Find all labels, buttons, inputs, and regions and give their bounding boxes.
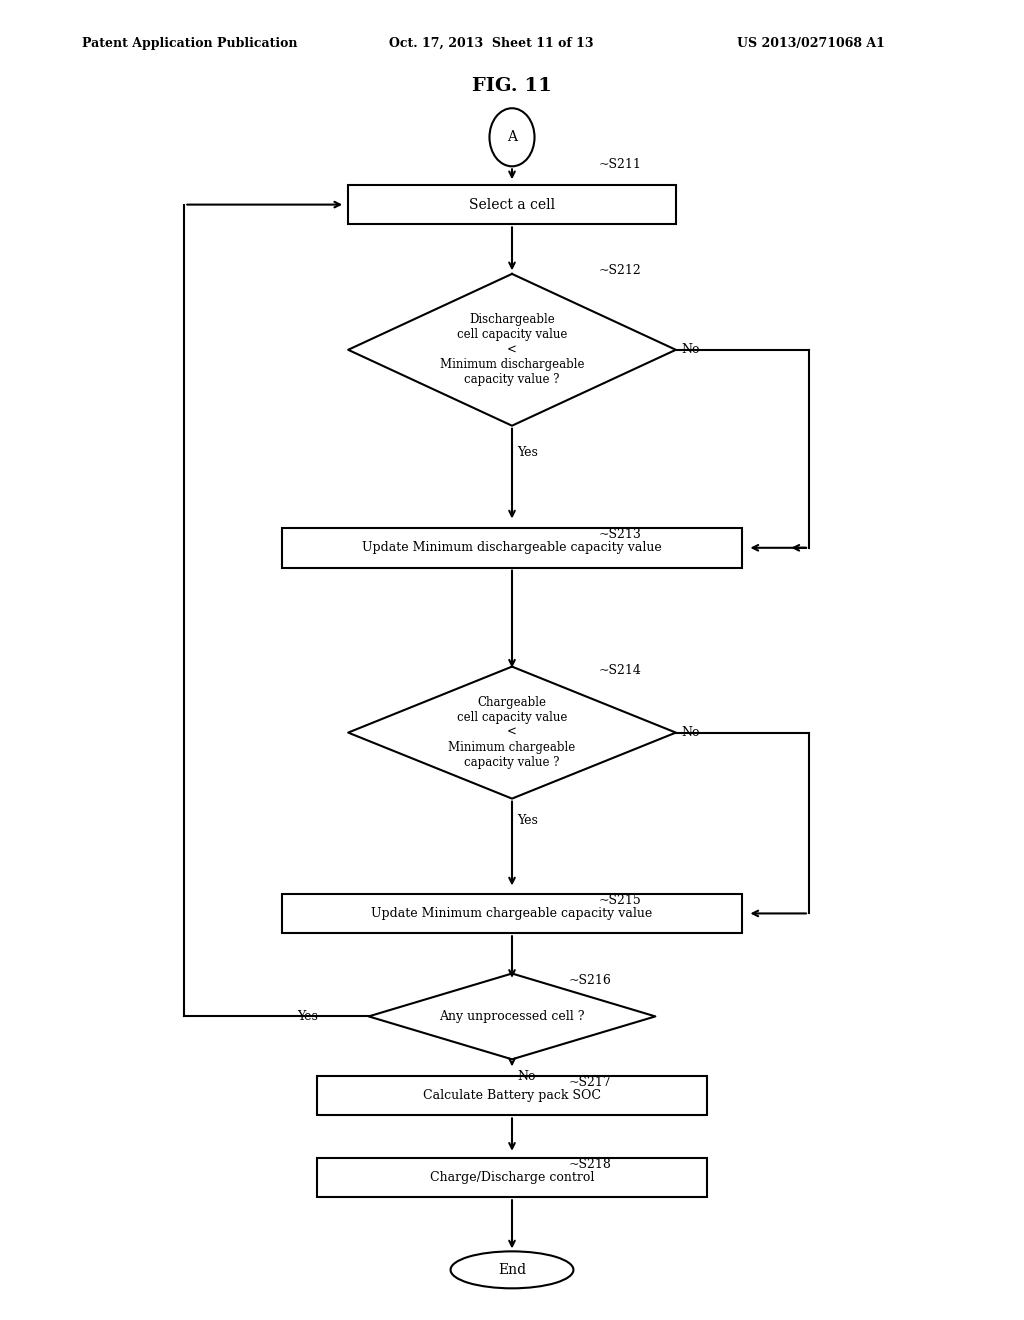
Text: No: No [517,1069,536,1082]
Text: ~S216: ~S216 [568,974,611,987]
Text: Chargeable
cell capacity value
<
Minimum chargeable
capacity value ?: Chargeable cell capacity value < Minimum… [449,696,575,770]
Text: ~S212: ~S212 [599,264,642,277]
Text: ~S213: ~S213 [599,528,642,541]
Text: ~S211: ~S211 [599,158,642,172]
Text: ~S214: ~S214 [599,664,642,677]
Text: Charge/Discharge control: Charge/Discharge control [430,1171,594,1184]
Text: Yes: Yes [297,1010,317,1023]
Text: ~S215: ~S215 [599,894,642,907]
Text: Any unprocessed cell ?: Any unprocessed cell ? [439,1010,585,1023]
Text: No: No [681,726,699,739]
Text: Update Minimum chargeable capacity value: Update Minimum chargeable capacity value [372,907,652,920]
Text: ~S217: ~S217 [568,1076,611,1089]
Text: ~S218: ~S218 [568,1158,611,1171]
Text: No: No [681,343,699,356]
Text: Yes: Yes [517,446,538,458]
Text: End: End [498,1263,526,1276]
Text: US 2013/0271068 A1: US 2013/0271068 A1 [737,37,885,50]
Text: FIG. 11: FIG. 11 [472,77,552,95]
Text: Calculate Battery pack SOC: Calculate Battery pack SOC [423,1089,601,1102]
Text: Oct. 17, 2013  Sheet 11 of 13: Oct. 17, 2013 Sheet 11 of 13 [389,37,594,50]
Text: Select a cell: Select a cell [469,198,555,211]
Text: A: A [507,131,517,144]
Text: Yes: Yes [517,814,538,828]
Text: Dischargeable
cell capacity value
<
Minimum dischargeable
capacity value ?: Dischargeable cell capacity value < Mini… [439,313,585,387]
Text: Update Minimum dischargeable capacity value: Update Minimum dischargeable capacity va… [362,541,662,554]
Text: Patent Application Publication: Patent Application Publication [82,37,297,50]
